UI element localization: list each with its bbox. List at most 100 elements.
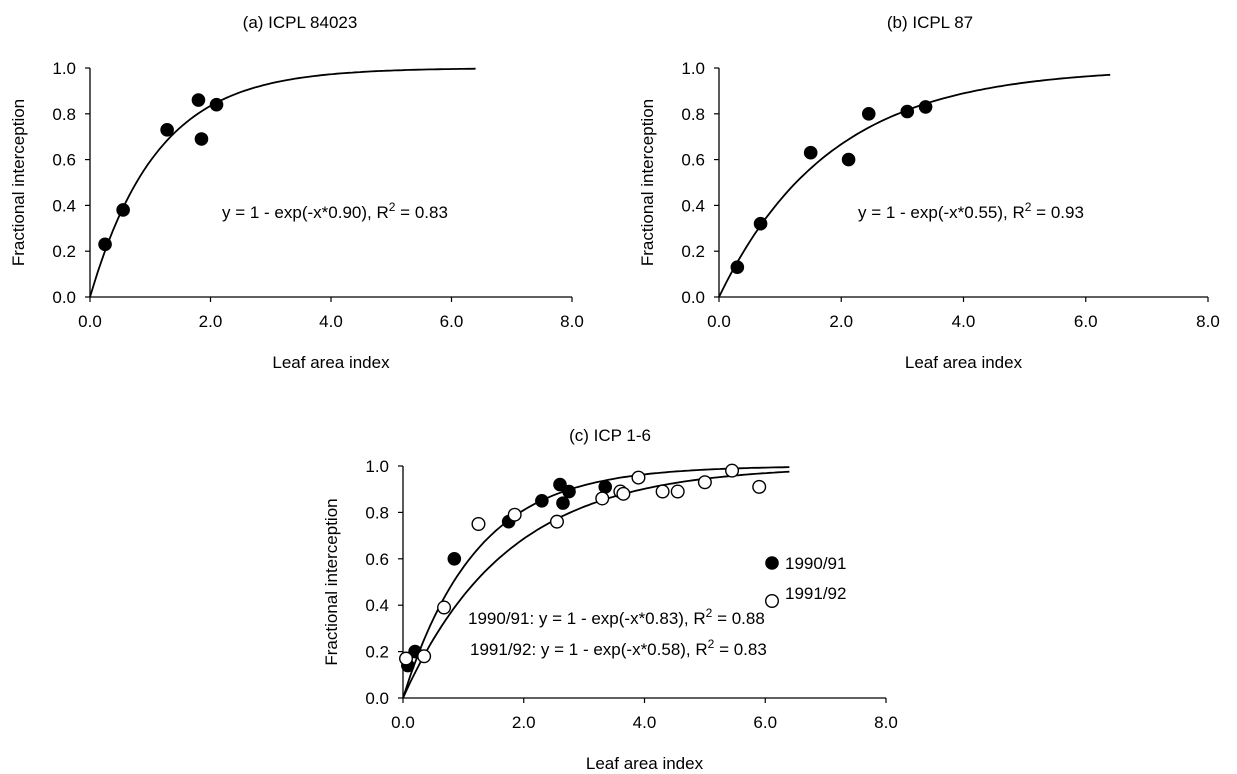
y-tick-label: 0.6 [52, 151, 76, 170]
data-point-filled [116, 203, 130, 217]
x-tick-label: 6.0 [440, 312, 464, 331]
y-axis-label: Fractional interception [638, 99, 657, 266]
chart-title: (b) ICPL 87 [887, 13, 973, 32]
fit-curve [718, 73, 1111, 298]
data-point-filled [918, 100, 933, 114]
y-axis-label: Fractional interception [322, 498, 341, 665]
x-tick-label: 2.0 [512, 713, 536, 732]
fit-equation: y = 1 - exp(-x*0.90), R2 = 0.83 [222, 200, 448, 222]
data-point-filled [98, 237, 112, 252]
data-point-open [417, 649, 432, 664]
data-point-open [670, 484, 685, 499]
x-tick-label: 8.0 [560, 312, 584, 331]
x-tick-label: 2.0 [829, 312, 853, 331]
x-tick-label: 2.0 [199, 312, 223, 331]
y-tick-label: 0.0 [681, 288, 705, 307]
data-point-open [471, 517, 486, 532]
y-axis-label: Fractional interception [9, 99, 28, 266]
y-tick-label: 0.0 [365, 689, 389, 708]
y-tick-label: 0.6 [365, 550, 389, 569]
fit-curve [402, 466, 790, 699]
data-point-filled [160, 123, 174, 137]
y-tick-label: 0.8 [365, 503, 389, 522]
data-point-open [437, 600, 452, 615]
data-point-filled [209, 97, 224, 112]
data-point-filled [841, 152, 856, 167]
fit-equation-tail: = 0.88 [712, 609, 764, 628]
fit-equation: 1990/91: y = 1 - exp(-x*0.83), R2 = 0.88 [468, 606, 765, 628]
fit-equation-tail: = 0.83 [395, 203, 447, 222]
data-point-filled [447, 552, 462, 566]
fit-equation-superscript: 2 [708, 637, 715, 651]
data-point-open [549, 514, 564, 529]
fit-equation: y = 1 - exp(-x*0.55), R2 = 0.93 [858, 200, 1084, 222]
fit-equation-main: y = 1 - exp(-x*0.55), R [858, 203, 1025, 222]
data-point-filled [535, 494, 549, 508]
x-tick-label: 6.0 [1074, 312, 1098, 331]
fit-equation-main: 1990/91: y = 1 - exp(-x*0.83), R [468, 609, 706, 628]
y-tick-label: 0.4 [365, 596, 389, 615]
data-point-filled [730, 260, 745, 275]
legend-marker [765, 556, 779, 570]
data-point-open [697, 475, 712, 490]
data-point-open [631, 470, 646, 485]
y-tick-label: 0.8 [52, 105, 76, 124]
data-point-filled [562, 484, 576, 499]
chart-b: (b) ICPL 87 0.0 0.2 0.4 0.6 0.8 1.0 0.0 2.0 4.0 6.… [638, 13, 1220, 372]
data-point-open [752, 479, 767, 494]
data-point-open [507, 507, 522, 522]
data-point-open [655, 484, 670, 499]
y-tick-label: 0.4 [52, 196, 76, 215]
y-tick-label: 1.0 [681, 59, 705, 78]
data-point-filled [553, 477, 567, 492]
chart-a: (a) ICPL 84023 0.0 0.2 0.4 0.6 0.8 1.0 0.0 2.0 4.… [9, 13, 584, 372]
data-point-open [616, 486, 631, 501]
x-tick-label: 8.0 [1196, 312, 1220, 331]
x-axis-label: Leaf area index [586, 754, 704, 773]
data-point-filled [861, 107, 876, 121]
data-point-open [725, 463, 740, 478]
fit-equation-main: 1991/92: y = 1 - exp(-x*0.58), R [470, 640, 708, 659]
x-axis-label: Leaf area index [905, 353, 1023, 372]
legend-label: 1991/92 [785, 584, 846, 603]
chart-c: (c) ICP 1-6 0.0 0.2 0.4 0.6 0.8 1.0 0.0 2.0 4.0 6.… [322, 426, 898, 773]
y-tick-label: 1.0 [52, 59, 76, 78]
fit-equation-superscript: 2 [389, 200, 396, 214]
data-point-filled [598, 480, 613, 494]
legend-label: 1990/91 [785, 554, 846, 573]
data-point-open [595, 491, 610, 506]
x-tick-label: 4.0 [319, 312, 343, 331]
chart-title: (c) ICP 1-6 [569, 426, 651, 445]
fit-equation: 1991/92: y = 1 - exp(-x*0.58), R2 = 0.83 [470, 637, 767, 659]
x-tick-label: 0.0 [707, 312, 731, 331]
x-tick-label: 4.0 [633, 713, 657, 732]
fit-equation-tail: = 0.93 [1031, 203, 1083, 222]
legend-marker [765, 594, 780, 609]
data-point-filled [556, 496, 570, 510]
fit-equation-superscript: 2 [706, 606, 713, 620]
data-point-filled [900, 104, 915, 119]
data-point-open [399, 651, 414, 666]
y-tick-label: 1.0 [365, 457, 389, 476]
data-point-filled [194, 132, 209, 146]
y-tick-label: 0.2 [52, 242, 76, 261]
fit-equation-main: y = 1 - exp(-x*0.90), R [222, 203, 389, 222]
y-tick-label: 0.2 [681, 242, 705, 261]
fit-curve [89, 67, 476, 298]
fit-equation-superscript: 2 [1025, 200, 1032, 214]
data-point-filled [753, 216, 768, 231]
x-axis-label: Leaf area index [272, 353, 390, 372]
x-tick-label: 0.0 [78, 312, 102, 331]
y-tick-label: 0.2 [365, 643, 389, 662]
data-point-filled [803, 145, 818, 160]
fit-equation-tail: = 0.83 [714, 640, 766, 659]
x-tick-label: 4.0 [952, 312, 976, 331]
y-tick-label: 0.4 [681, 196, 705, 215]
fit-curve [402, 470, 790, 699]
y-tick-label: 0.8 [681, 105, 705, 124]
x-tick-label: 6.0 [753, 713, 777, 732]
data-point-filled [191, 93, 206, 107]
y-tick-label: 0.6 [681, 151, 705, 170]
chart-title: (a) ICPL 84023 [243, 13, 358, 32]
